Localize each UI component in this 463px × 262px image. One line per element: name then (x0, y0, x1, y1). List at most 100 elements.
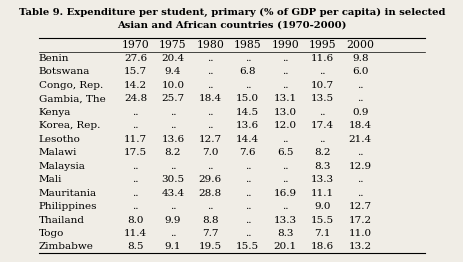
Text: 13.6: 13.6 (236, 121, 259, 130)
Text: ..: .. (282, 175, 288, 184)
Text: ..: .. (244, 162, 250, 171)
Text: ..: .. (206, 121, 213, 130)
Text: 20.1: 20.1 (273, 242, 296, 252)
Text: Gambia, The: Gambia, The (39, 94, 105, 103)
Text: 14.4: 14.4 (236, 135, 259, 144)
Text: 18.4: 18.4 (348, 121, 371, 130)
Text: 13.3: 13.3 (273, 216, 296, 225)
Text: Mauritania: Mauritania (39, 189, 97, 198)
Text: 15.5: 15.5 (236, 242, 259, 252)
Text: Lesotho: Lesotho (39, 135, 81, 144)
Text: Togo: Togo (39, 229, 64, 238)
Text: 1970: 1970 (121, 40, 149, 50)
Text: 28.8: 28.8 (198, 189, 221, 198)
Text: 11.4: 11.4 (124, 229, 147, 238)
Text: Korea, Rep.: Korea, Rep. (39, 121, 100, 130)
Text: ..: .. (132, 108, 138, 117)
Text: ..: .. (132, 121, 138, 130)
Text: ..: .. (244, 229, 250, 238)
Text: ..: .. (319, 67, 325, 76)
Text: ..: .. (282, 81, 288, 90)
Text: 8.0: 8.0 (127, 216, 144, 225)
Text: 1980: 1980 (196, 40, 224, 50)
Text: 17.2: 17.2 (348, 216, 371, 225)
Text: 9.0: 9.0 (314, 202, 330, 211)
Text: 12.7: 12.7 (348, 202, 371, 211)
Text: Botswana: Botswana (39, 67, 90, 76)
Text: ..: .. (132, 175, 138, 184)
Text: 1985: 1985 (233, 40, 261, 50)
Text: ..: .. (282, 162, 288, 171)
Text: 8.2: 8.2 (314, 148, 330, 157)
Text: ..: .. (169, 229, 176, 238)
Text: Philippines: Philippines (39, 202, 97, 211)
Text: ..: .. (206, 54, 213, 63)
Text: 24.8: 24.8 (124, 94, 147, 103)
Text: ..: .. (206, 81, 213, 90)
Text: ..: .. (319, 135, 325, 144)
Text: ..: .. (132, 202, 138, 211)
Text: 6.5: 6.5 (276, 148, 293, 157)
Text: 27.6: 27.6 (124, 54, 147, 63)
Text: ..: .. (244, 216, 250, 225)
Text: 6.8: 6.8 (239, 67, 256, 76)
Text: 10.7: 10.7 (311, 81, 333, 90)
Text: 11.0: 11.0 (348, 229, 371, 238)
Text: ..: .. (169, 121, 176, 130)
Text: 9.9: 9.9 (164, 216, 181, 225)
Text: 7.0: 7.0 (201, 148, 218, 157)
Text: 11.6: 11.6 (311, 54, 333, 63)
Text: ..: .. (206, 162, 213, 171)
Text: 7.1: 7.1 (314, 229, 330, 238)
Text: 2000: 2000 (345, 40, 373, 50)
Text: 18.4: 18.4 (198, 94, 221, 103)
Text: 13.1: 13.1 (273, 94, 296, 103)
Text: 12.9: 12.9 (348, 162, 371, 171)
Text: ..: .. (169, 162, 176, 171)
Text: ..: .. (206, 108, 213, 117)
Text: ..: .. (132, 162, 138, 171)
Text: ..: .. (169, 202, 176, 211)
Text: 6.0: 6.0 (351, 67, 368, 76)
Text: 30.5: 30.5 (161, 175, 184, 184)
Text: 13.0: 13.0 (273, 108, 296, 117)
Text: 16.9: 16.9 (273, 189, 296, 198)
Text: Kenya: Kenya (39, 108, 71, 117)
Text: 1975: 1975 (159, 40, 186, 50)
Text: 13.5: 13.5 (311, 94, 333, 103)
Text: Thailand: Thailand (39, 216, 85, 225)
Text: 43.4: 43.4 (161, 189, 184, 198)
Text: 0.9: 0.9 (351, 108, 368, 117)
Text: 21.4: 21.4 (348, 135, 371, 144)
Text: ..: .. (356, 81, 363, 90)
Text: 8.3: 8.3 (276, 229, 293, 238)
Text: 15.0: 15.0 (236, 94, 259, 103)
Text: Congo, Rep.: Congo, Rep. (39, 81, 103, 90)
Text: 14.5: 14.5 (236, 108, 259, 117)
Text: 20.4: 20.4 (161, 54, 184, 63)
Text: 7.6: 7.6 (239, 148, 256, 157)
Text: ..: .. (169, 108, 176, 117)
Text: Benin: Benin (39, 54, 69, 63)
Text: 17.4: 17.4 (311, 121, 333, 130)
Text: 9.8: 9.8 (351, 54, 368, 63)
Text: 8.5: 8.5 (127, 242, 144, 252)
Text: 15.7: 15.7 (124, 67, 147, 76)
Text: ..: .. (132, 189, 138, 198)
Text: Malawi: Malawi (39, 148, 77, 157)
Text: ..: .. (244, 81, 250, 90)
Text: 13.6: 13.6 (161, 135, 184, 144)
Text: 14.2: 14.2 (124, 81, 147, 90)
Text: 17.5: 17.5 (124, 148, 147, 157)
Text: ..: .. (282, 202, 288, 211)
Text: 15.5: 15.5 (311, 216, 333, 225)
Text: 7.7: 7.7 (201, 229, 218, 238)
Text: ..: .. (356, 148, 363, 157)
Text: 13.2: 13.2 (348, 242, 371, 252)
Text: ..: .. (356, 189, 363, 198)
Text: ..: .. (356, 94, 363, 103)
Text: ..: .. (244, 202, 250, 211)
Text: 8.2: 8.2 (164, 148, 181, 157)
Text: Mali: Mali (39, 175, 62, 184)
Text: ..: .. (282, 135, 288, 144)
